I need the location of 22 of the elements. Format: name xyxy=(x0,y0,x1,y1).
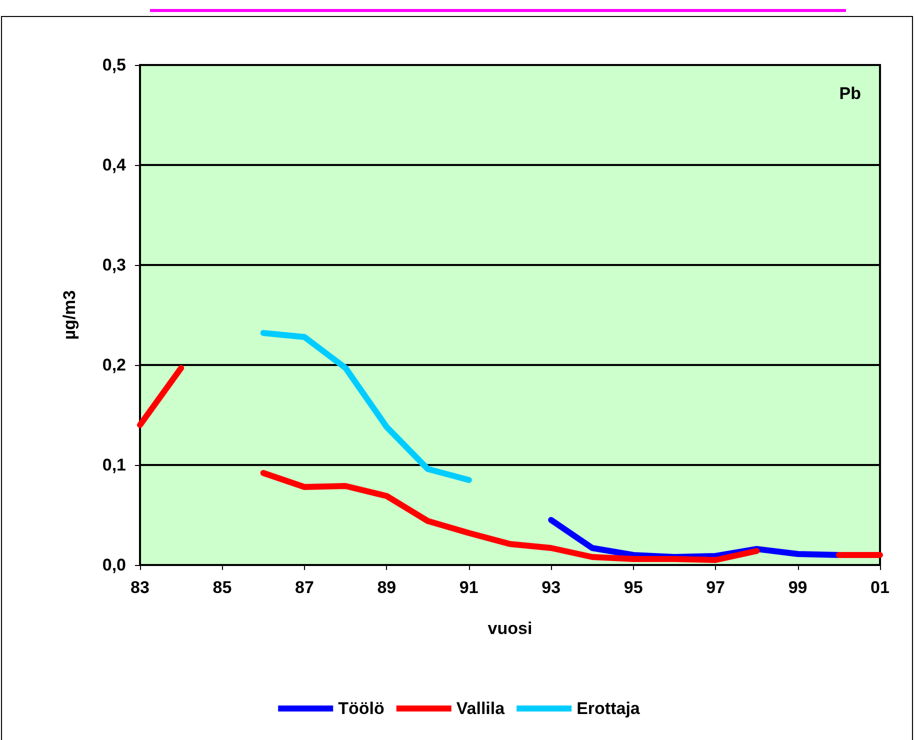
y-tick-label: 0,5 xyxy=(102,56,126,74)
x-tick-label: 95 xyxy=(624,578,643,597)
y-tick-label: 0,4 xyxy=(102,156,127,174)
x-tick-label: 97 xyxy=(706,578,726,597)
x-tick-label: 85 xyxy=(212,578,232,597)
x-tick-label: 89 xyxy=(377,578,396,597)
x-tick-label: 87 xyxy=(294,578,314,597)
y-tick-label: 0,3 xyxy=(102,256,126,274)
x-tick-label: 83 xyxy=(130,578,150,597)
y-tick-label: 0,0 xyxy=(102,556,126,574)
y-tick-label: 0,2 xyxy=(102,356,126,374)
y-tick-label: 0,1 xyxy=(102,456,126,474)
annotation: Pb xyxy=(839,84,862,103)
legend-label: Erottaja xyxy=(576,699,640,718)
x-tick-label: 99 xyxy=(788,578,808,597)
x-axis-title: vuosi xyxy=(488,619,532,638)
x-tick-label: 01 xyxy=(870,578,890,597)
legend-label: Töölö xyxy=(338,699,384,718)
x-tick-label: 93 xyxy=(542,578,561,597)
x-tick-label: 91 xyxy=(459,578,478,597)
y-axis-title: µg/m3 xyxy=(60,290,79,340)
legend-label: Vallila xyxy=(456,699,506,718)
